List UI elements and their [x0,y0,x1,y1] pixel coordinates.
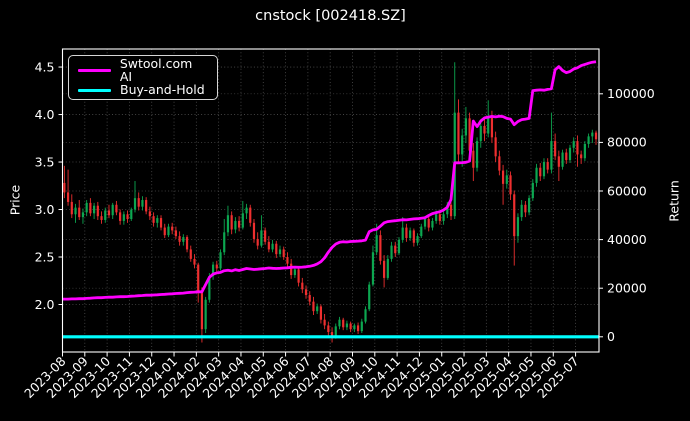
candles [63,62,598,343]
legend-item-buyhold: Buy-and-Hold [78,84,208,97]
svg-text:4.0: 4.0 [35,107,55,122]
svg-text:2.0: 2.0 [35,297,55,312]
plot-frame [61,48,600,353]
svg-text:3.0: 3.0 [35,202,55,217]
axis-ticks [58,66,603,357]
svg-text:100000: 100000 [607,86,655,101]
chart-title: cnstock [002418.SZ] [255,8,406,24]
ai-return-line [62,60,597,301]
price-axis-label: Price [7,184,23,216]
legend-item-ai: Swtool.com AI [78,56,208,84]
legend-label-ai: Swtool.com AI [119,56,193,84]
svg-text:4.5: 4.5 [35,59,55,74]
svg-text:60000: 60000 [607,183,647,198]
svg-text:0: 0 [607,329,615,344]
svg-text:2.5: 2.5 [35,249,55,264]
buyhold-line-swatch [78,88,111,93]
svg-text:20000: 20000 [607,281,647,296]
svg-text:3.5: 3.5 [35,154,55,169]
svg-text:40000: 40000 [607,232,647,247]
legend-label-buyhold: Buy-and-Hold [120,82,205,98]
return-axis-label: Return [666,180,682,222]
legend: Swtool.com AI Buy-and-Hold [68,55,218,100]
ai-line-swatch [78,68,111,73]
axis-tick-labels: 2.0 2.5 3.0 3.5 4.0 4.5 0 20000 40000 60000 80000 1… [21,59,655,401]
svg-text:80000: 80000 [607,135,647,150]
